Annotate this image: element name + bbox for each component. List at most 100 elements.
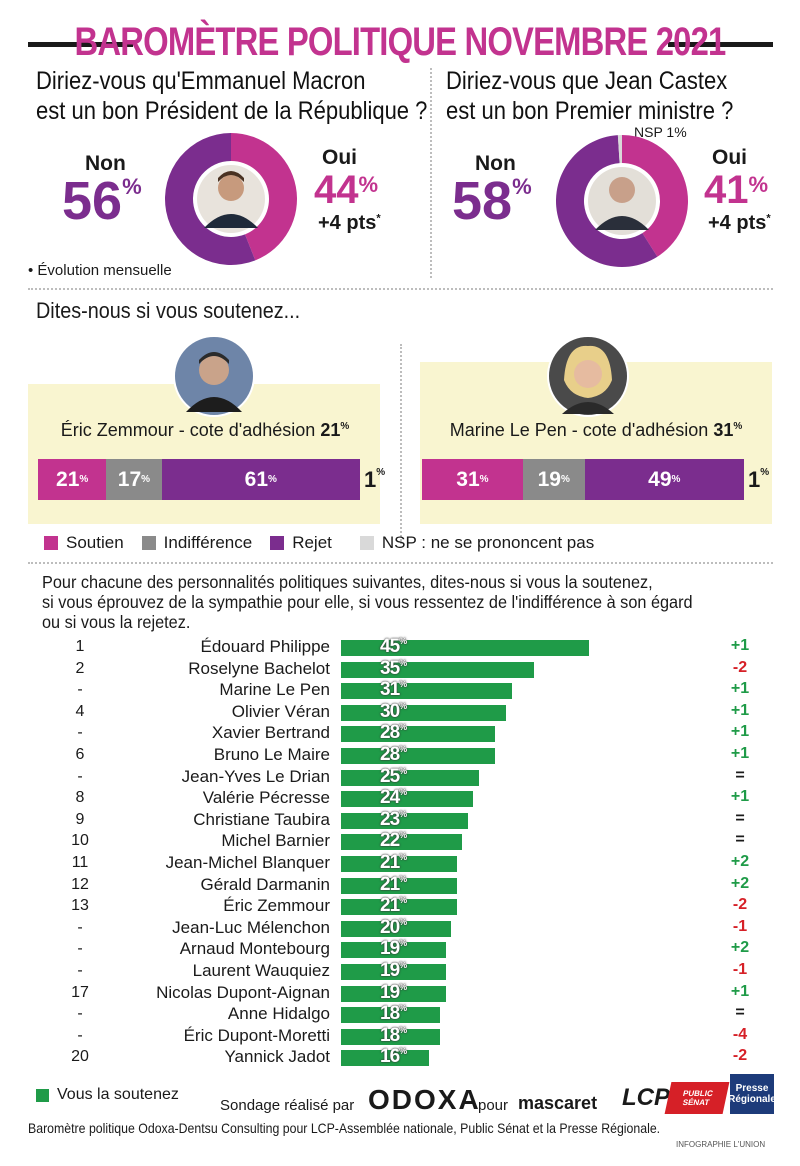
bar: [341, 1028, 441, 1045]
lepen-stacked-bar: 31% 19% 49%: [422, 459, 744, 500]
bar: [341, 769, 479, 786]
lepen-rejet-segment: 49%: [584, 459, 744, 500]
change-label: +1: [730, 701, 750, 719]
page-title: BAROMÈTRE POLITIQUE NOVEMBRE 2021: [74, 20, 727, 64]
data-label: 35%: [380, 657, 407, 679]
change-label: +1: [730, 788, 750, 806]
lepen-soutien-segment: 31%: [422, 459, 523, 500]
rank-label: 2: [75, 659, 85, 677]
lepen-nsp: 1%: [748, 467, 770, 492]
data-label: 28%: [380, 722, 407, 744]
rank-label: 12: [71, 875, 89, 893]
change-label: -2: [732, 1047, 748, 1065]
lepen-portrait: [547, 335, 629, 417]
table-row: 11 Jean-Michel Blanquer 21% +2: [0, 852, 800, 875]
category-label: Jean-Michel Blanquer: [165, 853, 330, 872]
zemmour-stacked-bar: 21% 17% 61%: [38, 459, 360, 500]
zemmour-rejet-segment: 61%: [161, 459, 360, 500]
castex-oui-label: Oui: [712, 146, 747, 169]
category-label: Nicolas Dupont-Aignan: [156, 982, 330, 1002]
macron-question-line2: est un bon Président de la République ?: [36, 97, 428, 125]
category-label: Éric Dupont-Moretti: [183, 1025, 330, 1045]
intro-line1: Pour chacune des personnalités politique…: [42, 572, 653, 592]
data-label: 21%: [380, 873, 407, 895]
table-row: - Laurent Wauquiez 19% -1: [0, 960, 800, 983]
change-label: +1: [730, 982, 750, 1000]
bar: [341, 985, 446, 1002]
ranking-intro: Pour chacune des personnalités politique…: [42, 572, 693, 632]
macron-oui-value: 44%: [314, 168, 379, 212]
rank-label: 8: [75, 789, 85, 807]
category-label: Christiane Taubira: [193, 809, 330, 829]
data-label: 19%: [380, 938, 407, 960]
castex-non-value: 58%: [452, 171, 532, 231]
castex-oui-value: 41%: [704, 168, 769, 212]
category-label: Éric Zemmour: [223, 896, 330, 916]
castex-non-slice: [556, 135, 658, 267]
title-rule-right: [668, 42, 773, 47]
legend-indifference: Indifférence: [141, 533, 252, 553]
macron-donut: [165, 133, 297, 265]
macron-non-value: 56%: [62, 171, 142, 231]
rank-label: 17: [71, 983, 89, 1001]
macron-non-label: Non: [85, 152, 126, 175]
table-row: - Arnaud Montebourg 19% +2: [0, 938, 800, 961]
change-label: +2: [730, 939, 750, 957]
chart-legend-swatch: [36, 1088, 49, 1102]
chart-legend: Vous la soutenez: [36, 1086, 179, 1104]
change-label: +1: [730, 637, 750, 654]
change-label: -1: [732, 961, 748, 978]
data-label: 18%: [380, 1003, 407, 1025]
rank-label: -: [77, 724, 83, 742]
section-divider: [28, 288, 773, 290]
bar: [341, 899, 457, 916]
change-label: +2: [730, 874, 750, 892]
castex-oui-slice: [622, 135, 688, 257]
category-label: Gérald Darmanin: [200, 874, 330, 894]
category-label: Bruno Le Maire: [213, 745, 330, 764]
bar: [341, 704, 507, 721]
bar: [341, 726, 496, 743]
rank-label: 6: [75, 746, 85, 763]
bar: [341, 964, 446, 980]
category-label: Jean-Yves Le Drian: [181, 766, 330, 786]
rank-label: 4: [75, 702, 85, 720]
castex-question-line2: est un bon Premier ministre ?: [446, 97, 734, 125]
rank-label: -: [77, 1005, 83, 1023]
rank-label: -: [77, 940, 83, 958]
bar: [341, 791, 474, 808]
bar: [341, 1050, 430, 1067]
legend-nsp: NSP : ne se prononcent pas: [359, 533, 594, 553]
change-label: -4: [732, 1025, 748, 1043]
change-label: -2: [732, 896, 748, 914]
change-label: -2: [732, 658, 748, 676]
category-label: Roselyne Bachelot: [188, 658, 330, 678]
table-row: 6 Bruno Le Maire 28% +1: [0, 744, 800, 767]
change-label: =: [735, 831, 745, 849]
castex-nsp: NSP 1%: [634, 124, 687, 140]
zemmour-caption: Éric Zemmour - cote d'adhésion 21%: [60, 420, 350, 440]
bar: [341, 748, 496, 764]
bar: [341, 920, 452, 937]
change-label: =: [735, 766, 745, 784]
data-label: 19%: [380, 981, 407, 1003]
rank-label: -: [77, 1026, 83, 1044]
table-row: 20 Yannick Jadot 16% -2: [0, 1046, 800, 1069]
legend-soutien: Soutien: [44, 533, 124, 553]
question-divider: [430, 68, 432, 278]
rank-label: -: [77, 918, 83, 936]
category-label: Valérie Pécresse: [202, 788, 330, 808]
category-label: Yannick Jadot: [224, 1047, 330, 1067]
table-row: 9 Christiane Taubira 23% =: [0, 809, 800, 832]
rank-label: -: [77, 962, 83, 979]
zemmour-portrait: [173, 335, 255, 417]
table-row: - Éric Dupont-Moretti 18% -4: [0, 1025, 800, 1048]
title-bar: BAROMÈTRE POLITIQUE NOVEMBRE 2021: [0, 18, 800, 70]
category-label: Édouard Philippe: [200, 637, 330, 656]
change-label: -1: [732, 917, 748, 935]
change-label: +2: [730, 853, 750, 870]
support-divider: [400, 344, 402, 544]
castex-question: Diriez-vous que Jean Castex est un bon P…: [446, 66, 733, 126]
bar: [341, 683, 512, 700]
category-label: Laurent Wauquiez: [192, 961, 330, 980]
